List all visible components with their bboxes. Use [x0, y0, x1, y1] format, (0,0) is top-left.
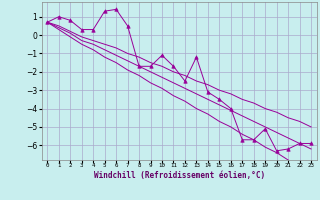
X-axis label: Windchill (Refroidissement éolien,°C): Windchill (Refroidissement éolien,°C) — [94, 171, 265, 180]
